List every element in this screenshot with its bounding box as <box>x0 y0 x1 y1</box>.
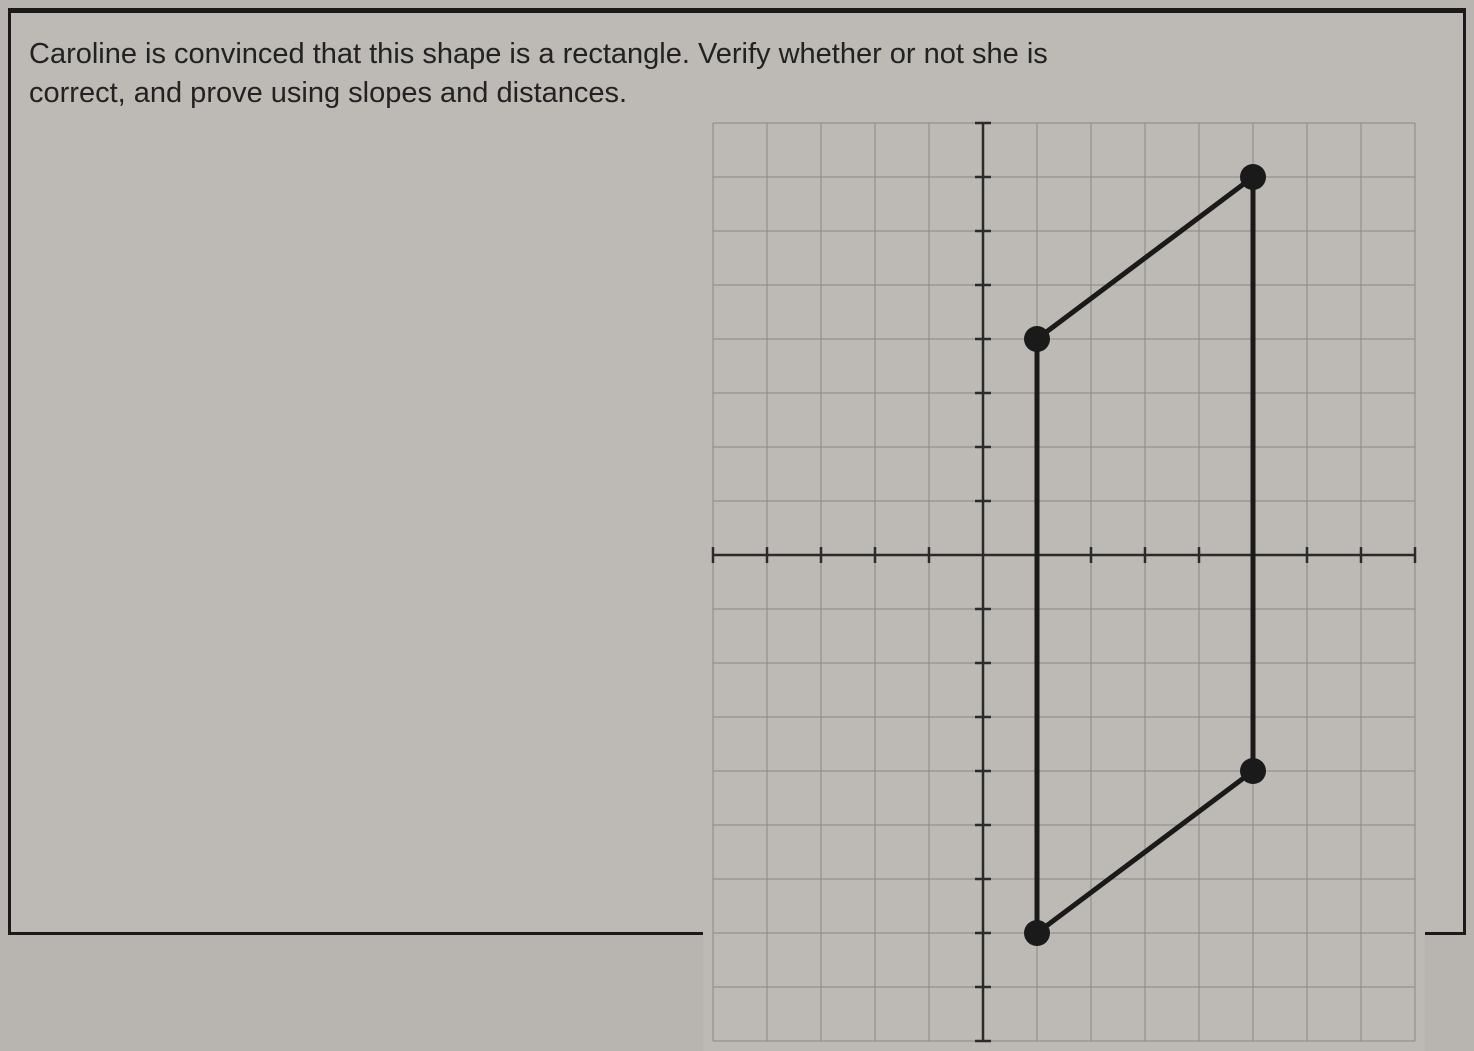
prompt-line-2: correct, and prove using slopes and dist… <box>29 77 627 109</box>
graph-svg <box>703 113 1425 1051</box>
coordinate-graph <box>703 113 1433 933</box>
vertex-point-2 <box>1240 758 1266 784</box>
prompt-line-1: Caroline is convinced that this shape is… <box>29 38 1048 70</box>
vertex-point-3 <box>1024 920 1050 946</box>
problem-prompt: Caroline is convinced that this shape is… <box>29 35 1129 113</box>
page-border: Caroline is convinced that this shape is… <box>8 8 1466 935</box>
vertex-point-1 <box>1240 164 1266 190</box>
vertex-point-0 <box>1024 326 1050 352</box>
